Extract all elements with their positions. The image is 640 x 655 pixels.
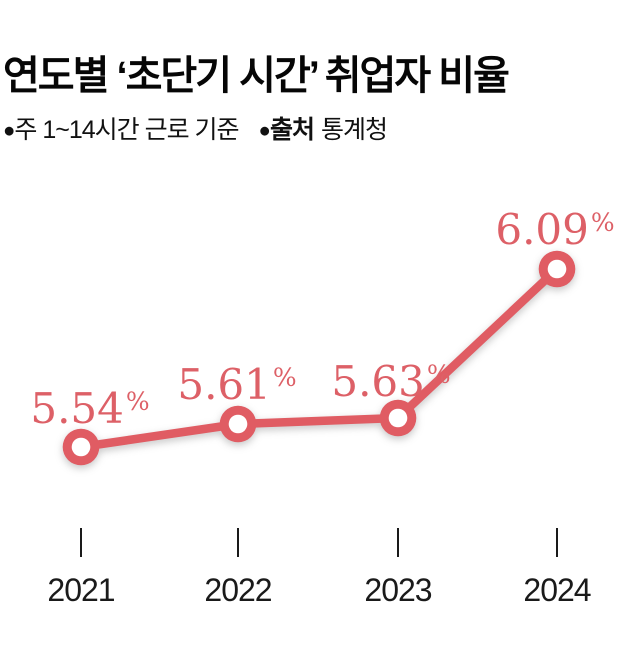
x-axis-tick [237,528,239,557]
note-bullet-icon: ● [3,119,15,142]
data-label-2022: 5.61% [177,364,296,406]
data-label-2021: 5.54% [30,388,149,430]
percent-sign: % [272,363,297,392]
x-axis-tick [80,528,82,557]
x-axis-label-2021: 2021 [47,572,115,608]
source-bullet-icon: ● [258,119,271,142]
x-axis-tick [397,528,399,557]
data-point-marker-center [388,408,408,428]
source-label: 출처 [269,116,315,144]
chart-subtitle: ●주 1~14시간 근로 기준 ●출처 통계청 [3,114,388,147]
percent-sign: % [125,387,150,416]
note-text: 주 1~14시간 근로 기준 [14,116,239,144]
x-axis-tick [556,528,558,557]
data-label-value: 5.61 [177,360,271,409]
chart-title: 연도별 ‘초단기 시간’ 취업자 비율 [3,54,510,98]
data-point-marker-center [547,259,567,279]
source-value: 통계청 [320,116,388,144]
trend-line [80,265,560,452]
x-axis-ticks [80,528,558,557]
data-label-value: 5.54 [30,384,124,433]
data-label-2024: 6.09% [495,209,614,251]
data-point-marker-center [71,437,91,457]
x-axis-label-2024: 2024 [523,572,591,608]
data-label-value: 6.09 [495,205,589,254]
x-axis-label-2023: 2023 [364,572,432,608]
data-label-value: 5.63 [331,357,425,406]
percent-sign: % [590,208,615,237]
data-point-marker-center [228,414,248,434]
percent-sign: % [426,360,451,389]
x-axis-label-2022: 2022 [204,572,272,608]
data-label-2023: 5.63% [331,361,450,403]
trend-line-group [62,250,576,466]
